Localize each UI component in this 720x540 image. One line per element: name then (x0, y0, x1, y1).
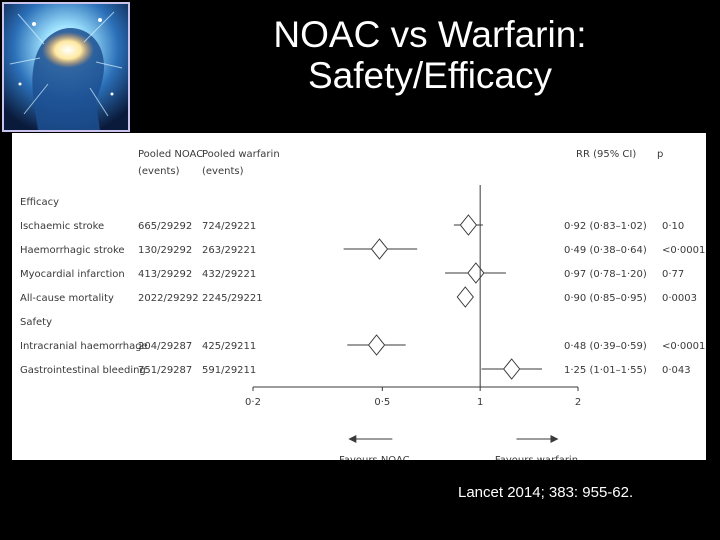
x-tick-label: 1 (477, 397, 483, 408)
row-p-value: 0·10 (662, 221, 684, 232)
rr-point-diamond (503, 358, 521, 380)
header-noac-line-2: (events) (138, 166, 180, 177)
rr-point-diamond (467, 262, 485, 284)
row-p-value: 0·043 (662, 365, 691, 376)
slide-title: NOAC vs Warfarin: Safety/Efficacy (140, 14, 720, 96)
rr-point-diamond (456, 286, 474, 308)
citation: Lancet 2014; 383: 955-62. (458, 484, 634, 501)
row-warfarin-events: 263/29221 (202, 245, 256, 256)
row-warfarin-events: 591/29211 (202, 365, 256, 376)
header-noac-line-1: Pooled NOAC (138, 149, 203, 160)
header-warfarin-line-1: Pooled warfarin (202, 149, 280, 160)
row-label: Intracranial haemorrhage (20, 341, 148, 352)
section-label: Safety (20, 317, 52, 328)
row-p-value: 0·77 (662, 269, 684, 280)
row-warfarin-events: 2245/29221 (202, 293, 263, 304)
row-p-value: <0·0001 (662, 245, 705, 256)
row-noac-events: 751/29287 (138, 365, 192, 376)
row-p-value: <0·0001 (662, 341, 705, 352)
row-label: Ischaemic stroke (20, 221, 104, 232)
section-label: Efficacy (20, 197, 59, 208)
rr-point-diamond (459, 214, 478, 236)
logo-image (2, 2, 130, 132)
header-rr: RR (95% CI) (576, 149, 636, 160)
row-rr-ci: 0·48 (0·39–0·59) (564, 341, 647, 352)
favours-noac-arrowhead (348, 435, 357, 443)
row-rr-ci: 0·49 (0·38–0·64) (564, 245, 647, 256)
row-noac-events: 130/29292 (138, 245, 192, 256)
row-warfarin-events: 724/29221 (202, 221, 256, 232)
x-tick-label: 0·5 (374, 397, 390, 408)
row-label: All-cause mortality (20, 293, 114, 304)
row-warfarin-events: 425/29211 (202, 341, 256, 352)
favours-noac-label: Favours NOAC (339, 455, 410, 460)
row-noac-events: 2022/29292 (138, 293, 199, 304)
row-label: Myocardial infarction (20, 269, 125, 280)
row-label: Gastrointestinal bleeding (20, 365, 146, 376)
rr-point-diamond (367, 334, 386, 356)
row-rr-ci: 0·97 (0·78–1·20) (564, 269, 647, 280)
row-rr-ci: 1·25 (1·01–1·55) (564, 365, 647, 376)
favours-warfarin-arrowhead (550, 435, 559, 443)
row-noac-events: 413/29292 (138, 269, 192, 280)
header-warfarin-line-2: (events) (202, 166, 244, 177)
slide-title-line-1: NOAC vs Warfarin: (273, 14, 587, 55)
row-label: Haemorrhagic stroke (20, 245, 125, 256)
x-tick-label: 2 (575, 397, 581, 408)
x-tick-label: 0·2 (245, 397, 261, 408)
slide-title-line-2: Safety/Efficacy (307, 55, 553, 96)
row-rr-ci: 0·92 (0·83–1·02) (564, 221, 647, 232)
favours-warfarin-label: Favours warfarin (495, 455, 578, 460)
row-noac-events: 665/29292 (138, 221, 192, 232)
forest-plot-svg: Pooled NOAC (events) Pooled warfarin (ev… (20, 149, 705, 460)
row-p-value: 0·0003 (662, 293, 697, 304)
row-noac-events: 204/29287 (138, 341, 192, 352)
header-p: p (657, 149, 663, 160)
row-rr-ci: 0·90 (0·85–0·95) (564, 293, 647, 304)
row-warfarin-events: 432/29221 (202, 269, 256, 280)
glowing-head-brain-image-icon (4, 4, 128, 130)
forest-plot-panel: Pooled NOAC (events) Pooled warfarin (ev… (12, 133, 706, 460)
rr-point-diamond (370, 238, 389, 260)
